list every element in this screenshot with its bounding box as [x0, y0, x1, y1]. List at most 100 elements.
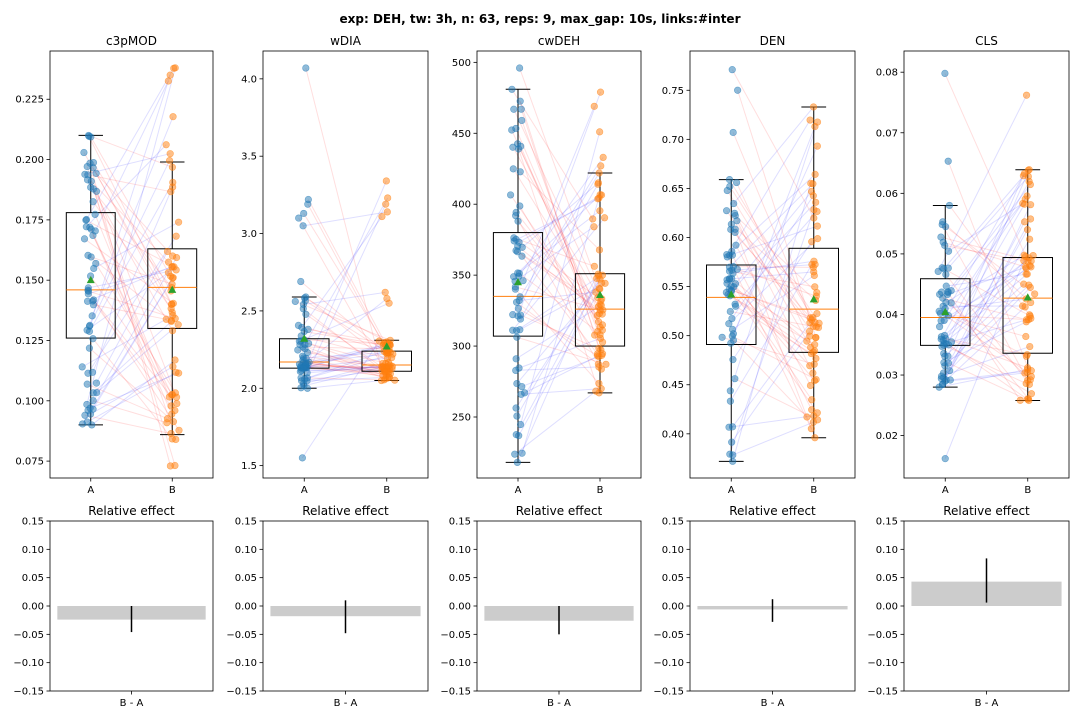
pair-link	[518, 194, 602, 243]
point-a	[82, 215, 91, 224]
pair-link	[92, 300, 172, 407]
pair-link	[945, 226, 1035, 295]
pair-link	[947, 265, 1031, 295]
pair-link	[513, 237, 595, 267]
point-a	[87, 225, 95, 233]
pair-link	[89, 227, 173, 415]
point-a	[733, 265, 741, 273]
pair-link	[729, 295, 817, 359]
pair-link	[517, 251, 601, 311]
pair-link	[302, 346, 390, 350]
pair-link	[305, 67, 383, 371]
point-a	[518, 243, 526, 251]
effect-title: Relative effect	[943, 504, 1030, 518]
point-a	[517, 105, 525, 113]
pair-link	[305, 313, 390, 373]
pair-link	[510, 194, 599, 322]
point-a	[937, 317, 945, 325]
pair-link	[303, 362, 383, 385]
pair-link	[300, 302, 390, 342]
xtick-label: B	[169, 485, 176, 496]
point-b	[813, 222, 821, 230]
point-a	[718, 333, 726, 341]
pair-link	[726, 190, 811, 323]
pair-link	[734, 229, 816, 438]
point-a	[516, 168, 524, 176]
pair-link	[947, 184, 1031, 293]
point-a	[937, 233, 945, 241]
point-b	[806, 362, 814, 370]
pair-link	[734, 378, 818, 421]
mean-marker-b	[809, 295, 818, 303]
box-panel-cwdeh: cwDEH 250 300 350 400 450 500 A B	[452, 34, 642, 496]
point-a	[89, 397, 97, 405]
effect-title: Relative effect	[729, 504, 816, 518]
pair-link	[730, 229, 816, 323]
point-a	[512, 235, 520, 243]
pair-link	[731, 195, 814, 319]
pair-link	[87, 174, 171, 193]
point-a	[727, 339, 735, 347]
pair-link	[515, 238, 599, 299]
ytick-label: 0.10	[235, 545, 257, 556]
point-a	[731, 228, 739, 237]
pair-link	[728, 278, 815, 382]
pair-links	[510, 67, 607, 463]
pair-link	[302, 359, 388, 379]
pair-link	[513, 109, 603, 300]
point-b	[809, 192, 817, 200]
point-a	[90, 296, 98, 304]
pair-link	[520, 131, 601, 425]
pair-link	[726, 279, 811, 367]
point-b	[168, 163, 177, 171]
point-b	[174, 218, 183, 226]
pair-link	[94, 80, 169, 232]
pair-link	[307, 203, 389, 353]
pair-link	[514, 390, 597, 455]
point-a	[514, 304, 522, 313]
pair-link	[939, 255, 1034, 328]
point-a	[297, 374, 305, 382]
pair-link	[299, 340, 387, 364]
ytick-label: 0.05	[662, 573, 684, 584]
effect-panel-5: Relative effect −0.15 −0.10 −0.05 0.00 0.05 0.…	[867, 504, 1070, 709]
point-a	[513, 458, 521, 466]
point-a	[299, 352, 307, 360]
pair-link	[305, 344, 391, 369]
point-a	[304, 195, 312, 204]
point-b	[806, 381, 815, 390]
point-a	[942, 223, 950, 231]
pair-link	[940, 181, 1030, 340]
point-b	[1023, 270, 1031, 278]
ytick-label: 0.05	[876, 573, 898, 584]
ytick-label: 2.0	[241, 384, 257, 395]
point-b	[381, 367, 389, 375]
point-a	[516, 326, 524, 334]
point-b	[1022, 379, 1030, 388]
point-b	[601, 279, 609, 287]
point-b	[1022, 91, 1031, 99]
point-b	[597, 162, 605, 170]
pair-link	[937, 94, 1027, 272]
xtick-label: B - A	[334, 698, 358, 709]
pair-link	[305, 362, 387, 372]
pair-link	[84, 153, 171, 175]
pair-link	[299, 343, 388, 365]
point-a	[84, 406, 92, 414]
pair-link	[950, 370, 1032, 381]
pair-link	[308, 343, 386, 372]
pair-link	[729, 270, 815, 288]
point-a	[730, 209, 739, 217]
point-b	[1024, 172, 1032, 181]
ytick-label: −0.15	[13, 687, 44, 698]
ytick-label: −0.05	[226, 630, 257, 641]
pair-link	[945, 306, 1026, 381]
point-a	[510, 105, 518, 113]
point-b	[1026, 235, 1034, 243]
point-b	[808, 238, 816, 246]
point-a	[506, 191, 515, 199]
pair-link	[730, 285, 811, 337]
point-b	[590, 262, 598, 270]
point-b	[594, 360, 602, 368]
pair-link	[305, 364, 392, 370]
